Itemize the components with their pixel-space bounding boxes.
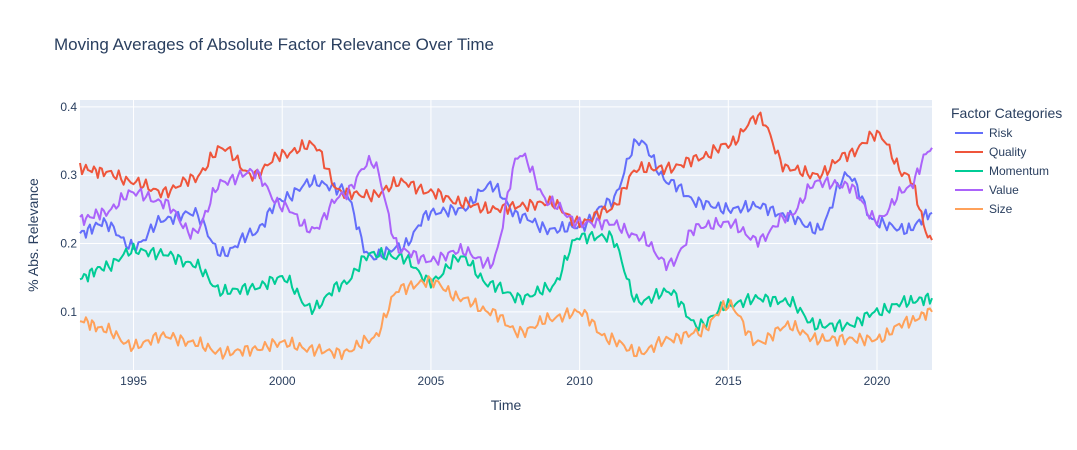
legend-label: Value [989, 183, 1019, 197]
legend-label: Momentum [989, 164, 1049, 178]
series-lines [79, 111, 933, 361]
legend-title: Factor Categories [951, 105, 1062, 121]
x-tick-label: 2010 [566, 374, 593, 388]
legend-item-value[interactable]: Value [955, 183, 1019, 197]
x-tick-label: 2015 [715, 374, 742, 388]
y-tick-label: 0.2 [60, 237, 77, 251]
legend-item-risk[interactable]: Risk [955, 126, 1013, 140]
series-line-value[interactable] [79, 147, 933, 272]
legend-item-momentum[interactable]: Momentum [955, 164, 1049, 178]
grid-lines [80, 100, 932, 370]
x-tick-label: 1995 [120, 374, 147, 388]
x-tick-label: 2005 [418, 374, 445, 388]
series-line-momentum[interactable] [79, 230, 933, 333]
y-tick-label: 0.3 [60, 168, 77, 182]
y-axis-title: % Abs. Relevance [25, 178, 41, 292]
x-axis-ticks: 1995 2000 2005 2010 2015 2020 [120, 374, 890, 388]
legend-label: Size [989, 202, 1013, 216]
x-axis-title: Time [491, 397, 522, 413]
legend-label: Risk [989, 126, 1013, 140]
x-tick-label: 2020 [864, 374, 891, 388]
y-tick-label: 0.1 [60, 305, 77, 319]
chart-title: Moving Averages of Absolute Factor Relev… [54, 35, 494, 54]
legend-item-size[interactable]: Size [955, 202, 1013, 216]
x-tick-label: 2000 [269, 374, 296, 388]
series-line-size[interactable] [79, 275, 933, 361]
legend[interactable]: Factor Categories Risk Quality Momentum Val… [951, 105, 1062, 216]
y-tick-label: 0.4 [60, 100, 77, 114]
legend-label: Quality [989, 145, 1026, 159]
y-axis-ticks: 0.1 0.2 0.3 0.4 [60, 100, 77, 319]
legend-item-quality[interactable]: Quality [955, 145, 1026, 159]
